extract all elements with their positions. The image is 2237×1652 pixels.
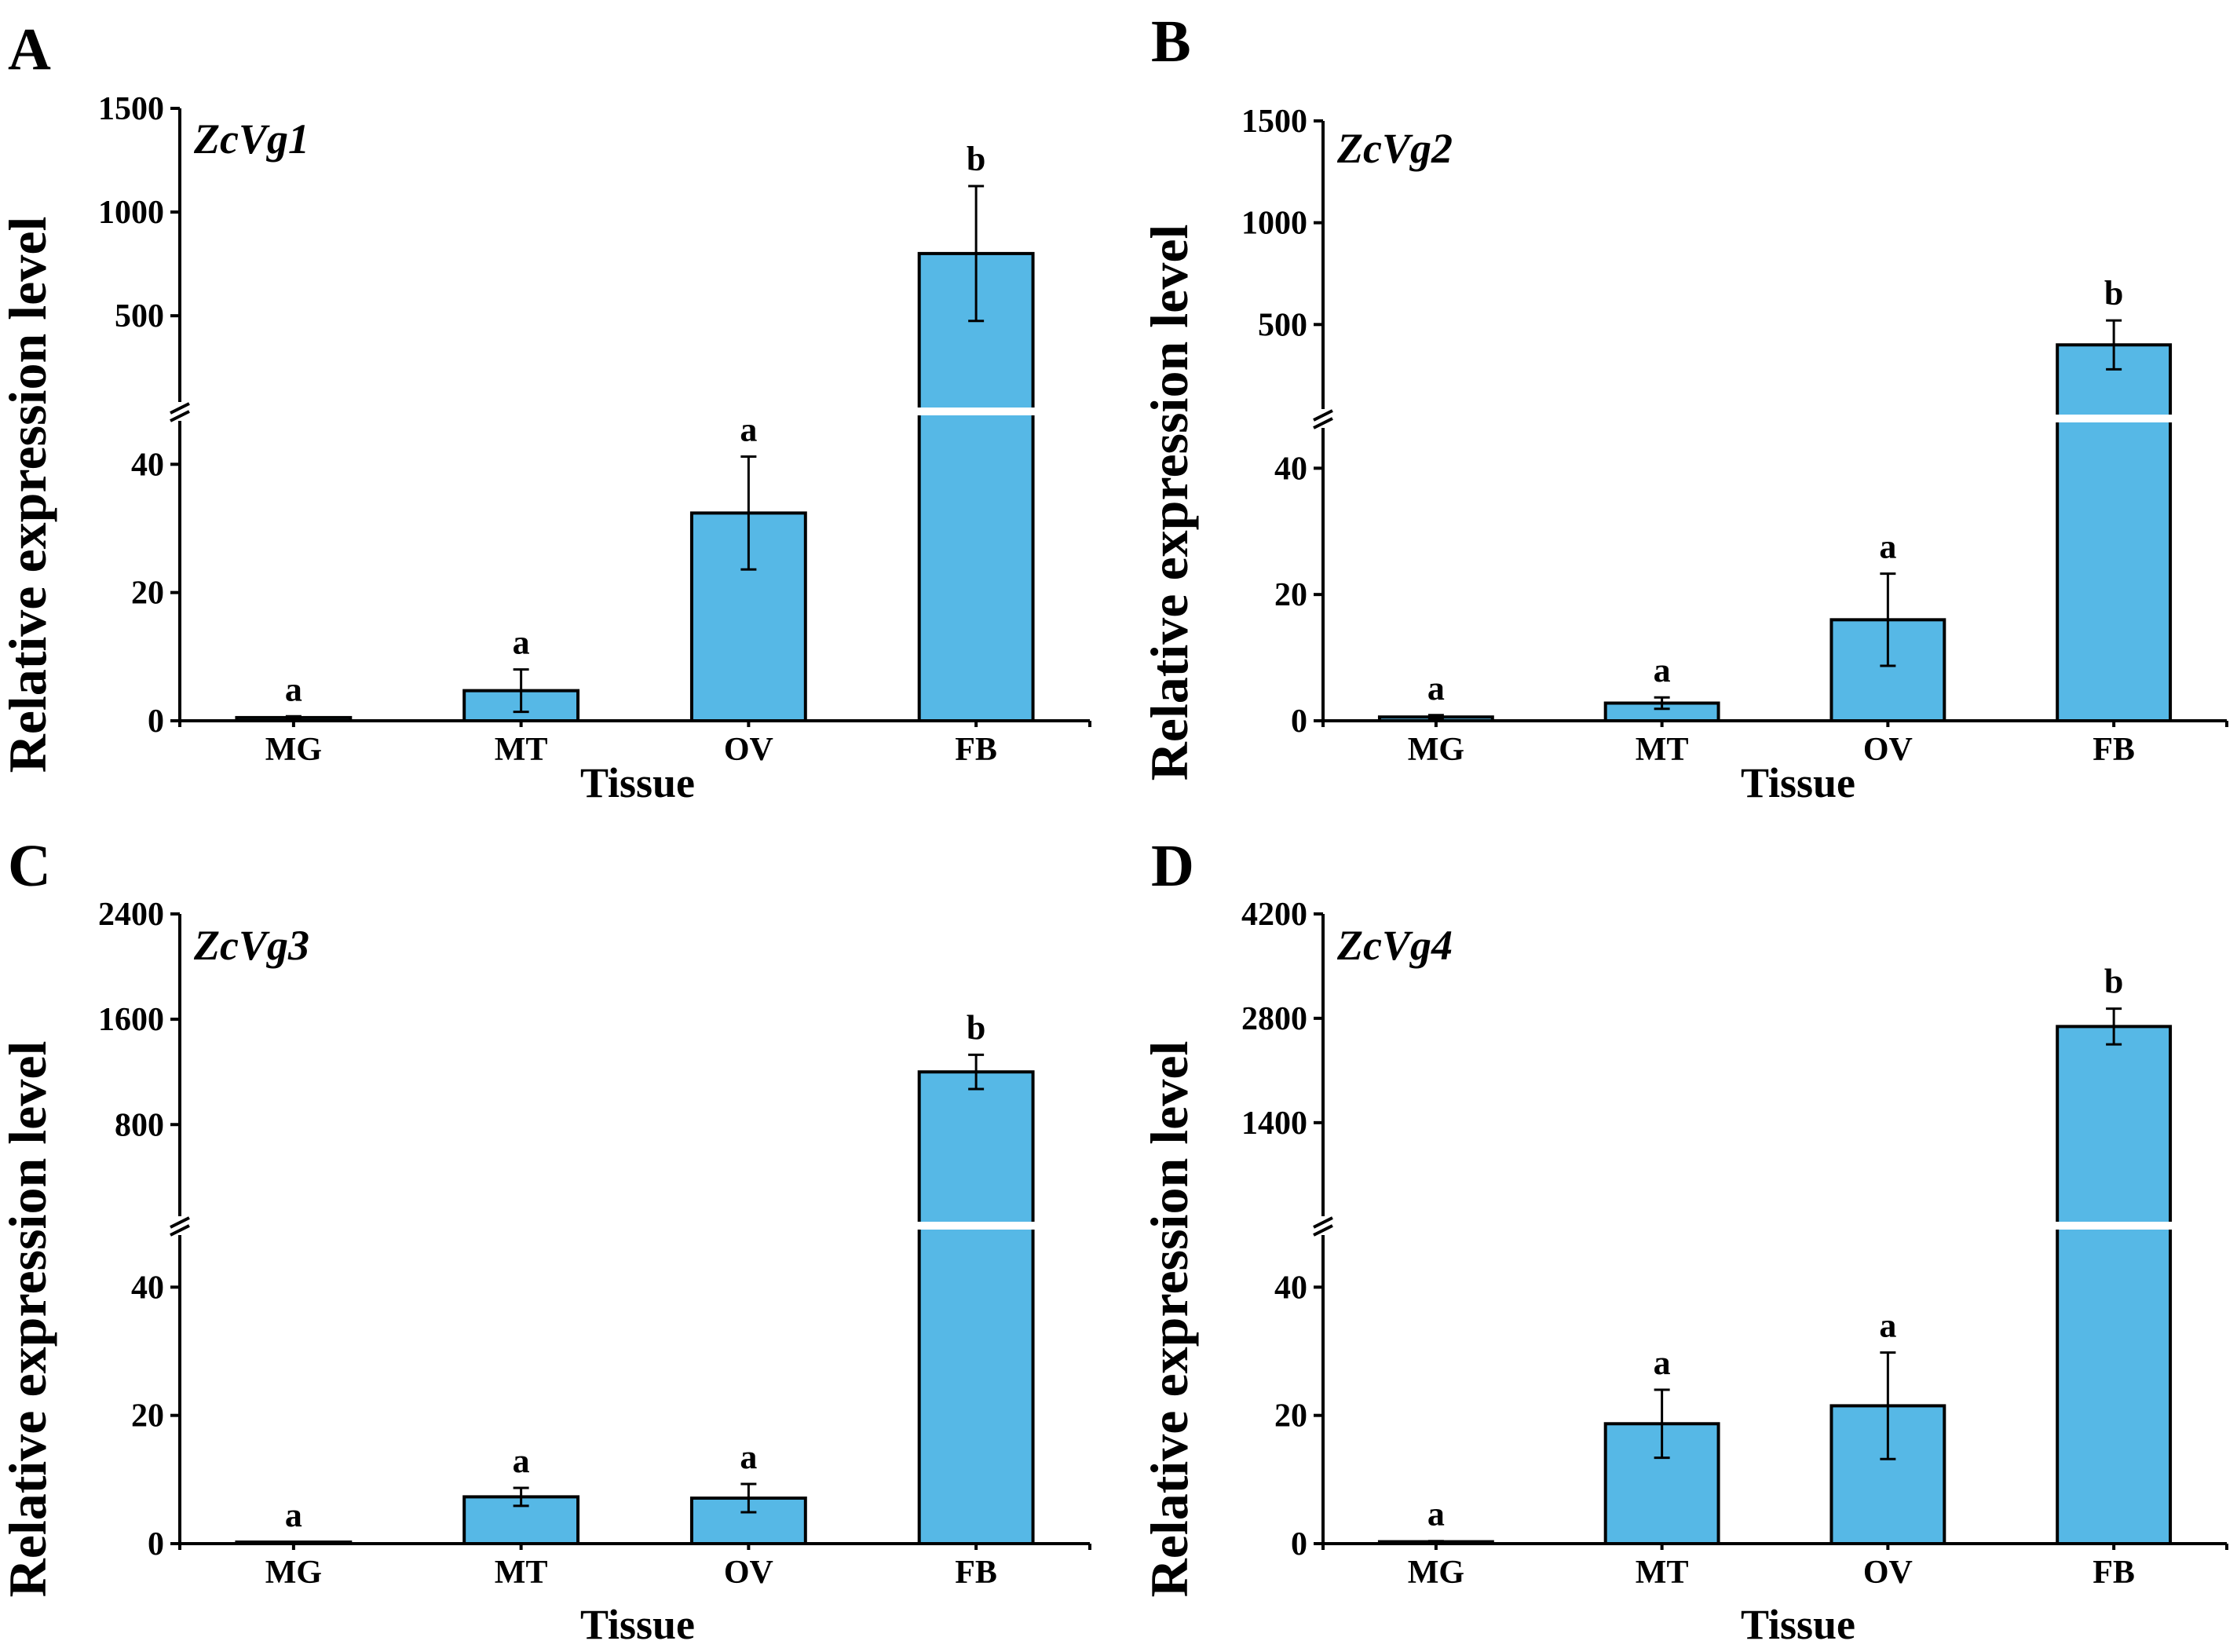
y-tick-label: 20 (1274, 1398, 1307, 1435)
chart-panel-a: a MG a MT a OV b FB 0 20 40 500 1000 1500 A ZcVg1 Tissue… (0, 16, 1091, 806)
x-tick-label: MT (1636, 732, 1689, 768)
significance-label: a (1879, 528, 1896, 566)
y-tick-label: 40 (1274, 1270, 1307, 1306)
significance-label: b (967, 1008, 985, 1047)
chart-panel-c: a MG a MT a OV b FB 0 20 40 800 1600 2400 C ZcVg3 Tissue… (0, 833, 1091, 1648)
axis-break-mark (170, 402, 190, 415)
x-axis-title: Tissue (1741, 1601, 1855, 1648)
chart-panel-b: a MG a MT a OV b FB 0 20 40 500 1000 1500 B ZcVg2 Tissue… (1139, 9, 2228, 806)
bar-fb (2056, 343, 2173, 722)
y-tick-label: 40 (1274, 451, 1307, 487)
y-tick-label: 1000 (98, 195, 164, 231)
gene-title: ZcVg2 (1336, 125, 1453, 172)
y-tick-label: 0 (1291, 704, 1307, 740)
x-tick-label: MG (265, 732, 322, 768)
bar-axis-break-gap (2054, 1222, 2174, 1230)
bar-axis-break-gap (916, 1222, 1036, 1230)
y-tick-label: 1500 (1241, 104, 1307, 140)
x-tick-label: OV (724, 1555, 773, 1591)
bar-axis-break-gap (916, 408, 1036, 415)
y-tick-label: 1500 (98, 91, 164, 127)
significance-label: a (285, 1496, 302, 1534)
y-tick-label: 0 (1291, 1526, 1307, 1562)
x-tick-label: MT (495, 732, 548, 768)
x-tick-label: MG (1408, 1555, 1464, 1591)
axis-break-mark (1313, 409, 1333, 422)
x-axis-title: Tissue (580, 1601, 695, 1648)
gene-title: ZcVg1 (193, 115, 309, 163)
bar-fb (917, 1070, 1035, 1546)
y-tick-label: 2400 (98, 897, 164, 933)
y-tick-label: 1000 (1241, 206, 1307, 242)
bar-axis-break-gap (2054, 415, 2174, 422)
significance-label: a (513, 1442, 530, 1480)
y-tick-label: 500 (115, 298, 164, 334)
gene-title: ZcVg4 (1336, 922, 1453, 969)
chart-panel-d: a MG a MT a OV b FB 0 20 40 1400 2800 4200 D ZcVg4 Tissu… (1139, 833, 2228, 1648)
panel-letter: B (1151, 9, 1191, 75)
y-axis-title: Relative expression level (1139, 225, 1199, 781)
significance-label: a (740, 411, 757, 449)
gene-title: ZcVg3 (193, 922, 309, 969)
axis-break-mark (170, 1216, 190, 1229)
x-tick-label: FB (955, 1555, 997, 1591)
x-tick-label: OV (724, 732, 773, 768)
y-tick-label: 40 (131, 447, 164, 483)
x-axis-title: Tissue (1741, 759, 1855, 806)
significance-label: a (1427, 669, 1445, 707)
x-tick-label: FB (955, 732, 997, 768)
axis-break-mark (170, 410, 190, 422)
y-tick-label: 1600 (98, 1002, 164, 1038)
x-tick-label: FB (2093, 1555, 2135, 1591)
y-tick-label: 800 (115, 1107, 164, 1143)
significance-label: b (967, 140, 985, 178)
y-axis-title: Relative expression level (1139, 1041, 1199, 1598)
axis-break-mark (1313, 1216, 1333, 1229)
y-tick-label: 40 (131, 1270, 164, 1306)
x-axis-title: Tissue (580, 759, 695, 806)
axis-break-mark (170, 1224, 190, 1237)
y-axis-title: Relative expression level (0, 1041, 57, 1598)
axis-break-mark (1313, 1224, 1333, 1237)
y-tick-label: 2800 (1241, 1001, 1307, 1037)
y-tick-label: 0 (148, 704, 164, 740)
x-tick-label: OV (1863, 1555, 1913, 1591)
y-tick-label: 500 (1258, 307, 1307, 343)
significance-label: a (740, 1438, 757, 1476)
axis-break-mark (1313, 417, 1333, 429)
y-axis-title: Relative expression level (0, 217, 57, 773)
bar-fb (917, 251, 1035, 722)
x-tick-label: MG (1408, 732, 1464, 768)
panel-letter: A (8, 16, 51, 82)
y-tick-label: 0 (148, 1526, 164, 1562)
significance-label: a (1654, 1343, 1671, 1382)
x-tick-label: MT (495, 1555, 548, 1591)
bar-fb (2056, 1025, 2173, 1545)
significance-label: b (2104, 963, 2123, 1001)
significance-label: a (1879, 1307, 1896, 1345)
significance-label: a (513, 623, 530, 662)
x-tick-label: OV (1863, 732, 1913, 768)
y-tick-label: 20 (131, 576, 164, 612)
x-tick-label: MT (1636, 1555, 1689, 1591)
significance-label: a (285, 670, 302, 708)
y-tick-label: 4200 (1241, 897, 1307, 933)
x-tick-label: FB (2093, 732, 2135, 768)
y-tick-label: 20 (131, 1398, 164, 1435)
y-tick-label: 20 (1274, 577, 1307, 613)
significance-label: a (1427, 1495, 1445, 1533)
y-tick-label: 1400 (1241, 1106, 1307, 1142)
x-tick-label: MG (265, 1555, 322, 1591)
panel-letter: C (8, 833, 51, 899)
significance-label: a (1654, 651, 1671, 689)
significance-label: b (2104, 274, 2123, 312)
panel-letter: D (1151, 833, 1194, 899)
